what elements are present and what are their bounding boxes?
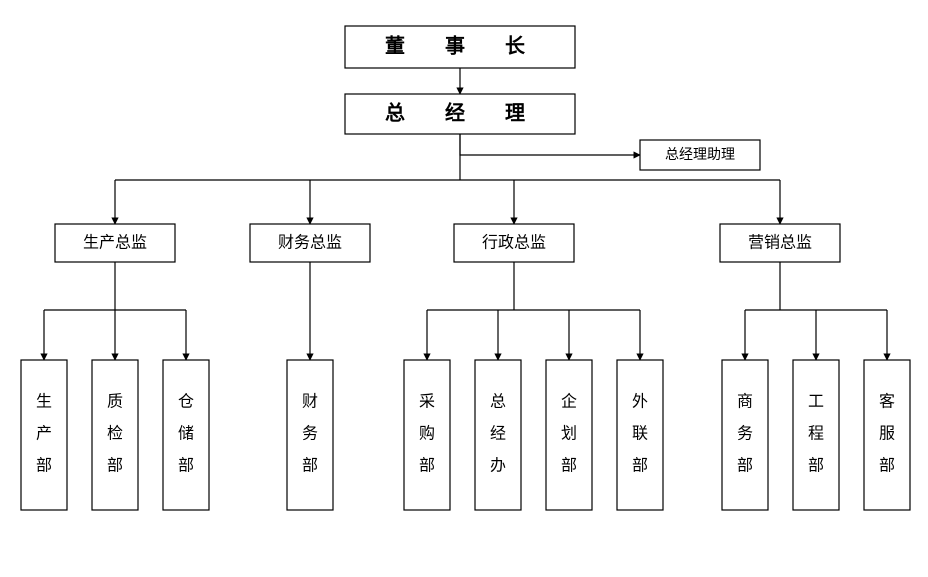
label-dept_cs-char1: 服 [879, 425, 895, 443]
label-dept_fin-char2: 部 [302, 457, 318, 475]
label-dept_purch-char0: 采 [419, 393, 435, 411]
node-dir_fin: 财务总监 [250, 224, 370, 262]
label-dept_biz-char0: 商 [737, 393, 753, 411]
label-dept_cs-char0: 客 [879, 393, 895, 411]
label-dept_pr-char2: 部 [632, 457, 648, 475]
label-dept_fin-char1: 务 [302, 425, 318, 443]
label-dept_pr-char1: 联 [632, 425, 648, 443]
node-dir_prod: 生产总监 [55, 224, 175, 262]
label-dept_wh-char2: 部 [178, 457, 194, 475]
label-dept_eng-char1: 程 [808, 425, 824, 443]
label-dept_prod-char0: 生 [36, 393, 52, 411]
node-dept_plan: 企划部 [546, 360, 592, 510]
label-dept_qc-char2: 部 [107, 457, 123, 475]
label-dept_biz-char2: 部 [737, 457, 753, 475]
node-dept_purch: 采购部 [404, 360, 450, 510]
label-dept_wh-char1: 储 [178, 425, 194, 443]
label-dept_gm_office-char0: 总 [490, 393, 506, 411]
label-dept_qc-char0: 质 [107, 393, 123, 411]
label-dept_gm_office-char2: 办 [490, 457, 506, 475]
label-dept_purch-char1: 购 [419, 425, 435, 443]
label-gm: 总 经 理 [385, 101, 535, 125]
label-dept_eng-char2: 部 [808, 457, 824, 475]
node-dept_eng: 工程部 [793, 360, 839, 510]
node-chairman: 董 事 长 [345, 26, 575, 68]
label-dept_eng-char0: 工 [808, 394, 824, 411]
node-dept_fin: 财务部 [287, 360, 333, 510]
org-chart: 董 事 长总 经 理总经理助理生产总监财务总监行政总监营销总监生产部质检部仓储部… [0, 0, 928, 577]
label-dept_prod-char2: 部 [36, 457, 52, 475]
node-dept_cs: 客服部 [864, 360, 910, 510]
node-gm: 总 经 理 [345, 94, 575, 134]
node-dir_mkt: 营销总监 [720, 224, 840, 262]
label-dept_qc-char1: 检 [107, 425, 123, 443]
node-dept_pr: 外联部 [617, 360, 663, 510]
label-assistant: 总经理助理 [665, 147, 735, 163]
label-dept_plan-char2: 部 [561, 457, 577, 475]
label-dept_plan-char1: 划 [561, 425, 577, 443]
node-dept_prod: 生产部 [21, 360, 67, 510]
node-assistant: 总经理助理 [640, 140, 760, 170]
label-dept_purch-char2: 部 [419, 457, 435, 475]
label-dept_pr-char0: 外 [632, 393, 648, 411]
label-dir_fin: 财务总监 [278, 234, 342, 252]
node-dept_qc: 质检部 [92, 360, 138, 510]
label-dept_gm_office-char1: 经 [490, 425, 506, 443]
label-dept_prod-char1: 产 [36, 425, 52, 443]
node-dept_wh: 仓储部 [163, 360, 209, 510]
label-dept_biz-char1: 务 [737, 425, 753, 443]
label-dept_plan-char0: 企 [561, 393, 577, 411]
node-dept_biz: 商务部 [722, 360, 768, 510]
label-dept_wh-char0: 仓 [178, 393, 194, 411]
node-dir_admin: 行政总监 [454, 224, 574, 262]
label-dir_mkt: 营销总监 [748, 234, 812, 252]
node-dept_gm_office: 总经办 [475, 360, 521, 510]
label-dept_cs-char2: 部 [879, 457, 895, 475]
label-dir_admin: 行政总监 [482, 234, 546, 252]
label-chairman: 董 事 长 [385, 34, 535, 58]
label-dir_prod: 生产总监 [83, 234, 147, 252]
label-dept_fin-char0: 财 [302, 393, 318, 411]
